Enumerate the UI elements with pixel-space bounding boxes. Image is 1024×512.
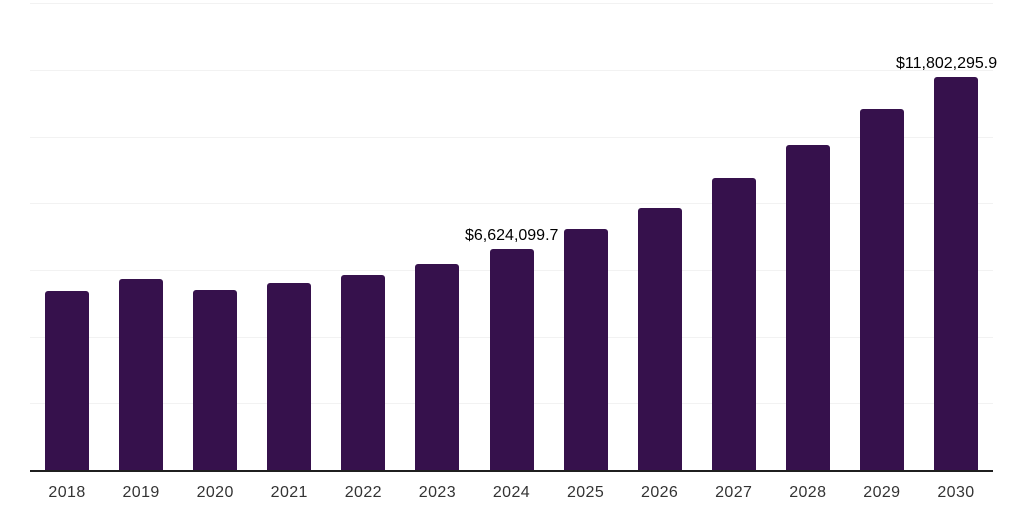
x-tick-label-2021: 2021 xyxy=(270,484,308,501)
bar-2027[interactable] xyxy=(711,178,756,470)
x-tick-label-2020: 2020 xyxy=(196,484,234,501)
x-axis-line xyxy=(30,470,993,472)
gridline xyxy=(30,136,993,138)
x-tick-label-2023: 2023 xyxy=(418,484,456,501)
x-tick-label-2018: 2018 xyxy=(48,484,86,501)
x-tick-label-2019: 2019 xyxy=(122,484,160,501)
bar-2022[interactable] xyxy=(341,275,386,470)
bar-2023[interactable] xyxy=(415,264,460,470)
bar-2028[interactable] xyxy=(785,145,830,470)
bar-2021[interactable] xyxy=(267,282,312,470)
bar-2029[interactable] xyxy=(859,109,904,470)
x-tick-label-2025: 2025 xyxy=(566,484,605,501)
bar-2030[interactable] xyxy=(933,76,978,470)
x-tick-label-2029: 2029 xyxy=(863,484,901,501)
x-tick-label-2022: 2022 xyxy=(344,484,382,501)
x-tick-label-2024: 2024 xyxy=(492,484,531,501)
gridline xyxy=(30,3,993,5)
bar-2025[interactable] xyxy=(563,229,608,470)
bar-2026[interactable] xyxy=(637,208,682,470)
x-tick-label-2030: 2030 xyxy=(937,484,975,501)
bar-2018[interactable] xyxy=(45,291,90,470)
x-tick-label-2028: 2028 xyxy=(789,484,827,501)
gridline xyxy=(30,69,993,71)
gridline xyxy=(30,203,993,205)
bar-2020[interactable] xyxy=(193,290,238,470)
data-label-2024: $6,624,099.7 xyxy=(465,227,559,245)
x-tick-label-2026: 2026 xyxy=(641,484,679,501)
bar-2024[interactable] xyxy=(489,249,534,470)
x-tick-label-2027: 2027 xyxy=(715,484,753,501)
bar-2019[interactable] xyxy=(119,279,164,470)
data-label-2030: $11,802,295.9 xyxy=(896,54,998,72)
